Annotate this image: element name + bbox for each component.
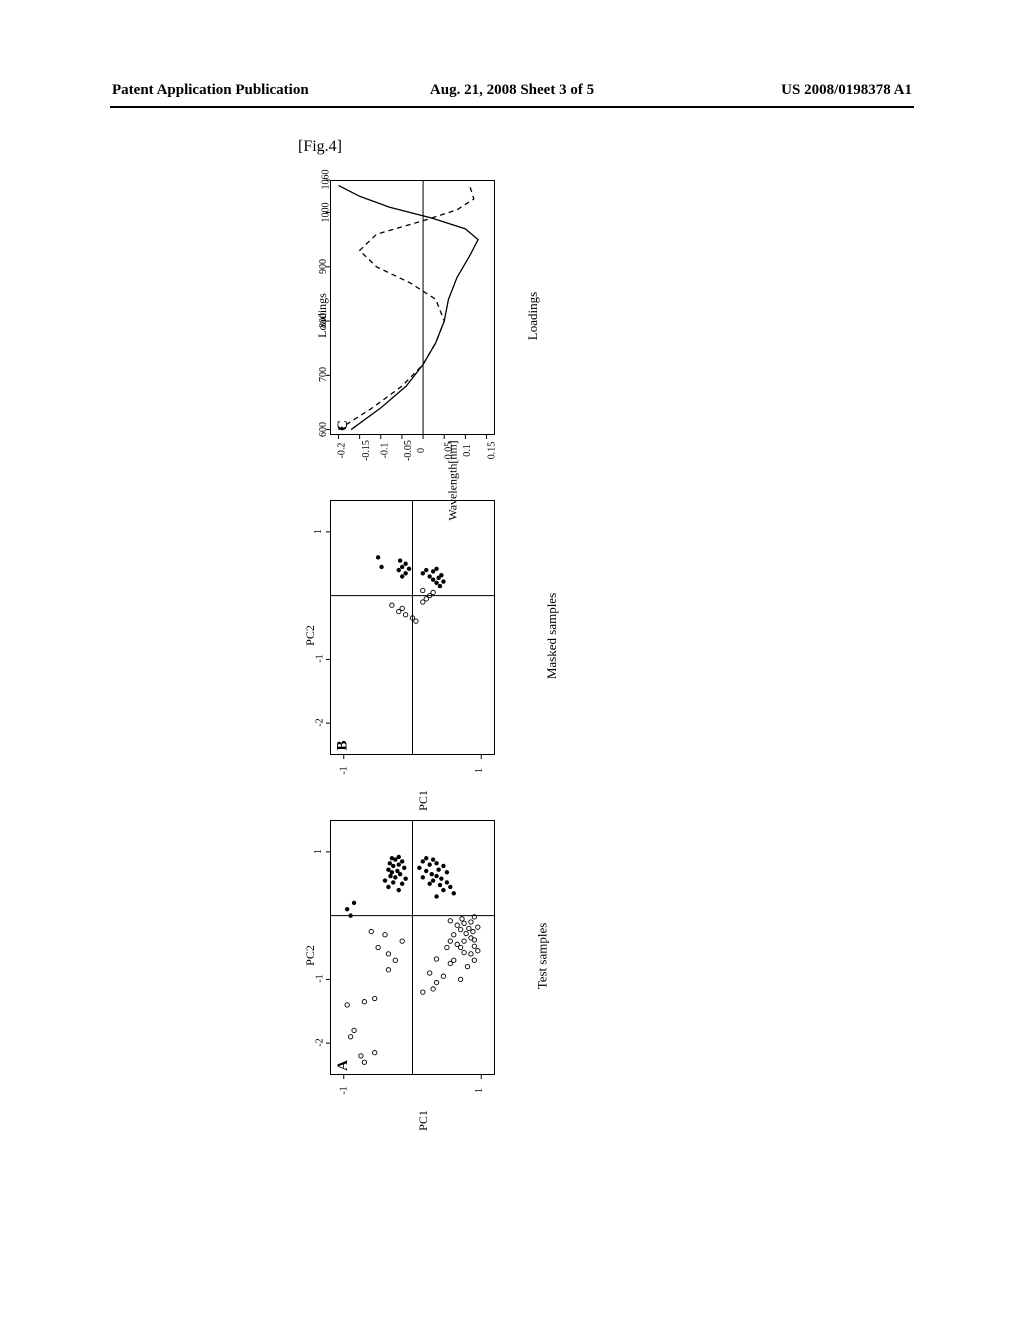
panel-letter: B	[335, 740, 352, 750]
panel-B: -2-11-11BMasked samplesPC2PC1	[300, 480, 500, 780]
header-right: US 2008/0198378 A1	[781, 82, 912, 99]
xlabel: PC1	[415, 1110, 430, 1131]
ytick-label: -0.1	[379, 443, 390, 459]
xtick-label: 1000	[321, 202, 332, 222]
ytick-label: -1	[338, 766, 349, 774]
panel-C: 60070080090010001060-0.2-0.15-0.1-0.0500…	[300, 160, 500, 460]
figure-container: 60070080090010001060-0.2-0.15-0.1-0.0500…	[300, 160, 510, 1120]
ylabel: Loadings	[315, 293, 330, 338]
panel-svg	[300, 480, 500, 780]
xtick-label: 600	[318, 422, 329, 437]
xtick-label: 1060	[321, 170, 332, 190]
xtick-label: 1	[313, 529, 324, 534]
ytick-label: 1	[474, 1088, 485, 1093]
panel-title: Masked samples	[544, 592, 560, 678]
ytick-label: -0.05	[403, 440, 414, 461]
ytick-label: 0.15	[486, 442, 497, 460]
panel-letter: C	[335, 420, 352, 431]
xtick-label: 700	[318, 367, 329, 382]
panel-letter: A	[335, 1060, 352, 1071]
ytick-label: -0.2	[337, 443, 348, 459]
panel-title: Test samples	[534, 922, 550, 989]
ytick-label: 1	[474, 768, 485, 773]
xtick-label: 900	[318, 259, 329, 274]
xtick-label: -2	[315, 718, 326, 726]
xtick-label: -2	[315, 1038, 326, 1046]
xtick-label: -1	[315, 655, 326, 663]
header-divider	[110, 106, 914, 108]
ylabel: PC2	[303, 945, 318, 966]
ylabel: PC2	[303, 625, 318, 646]
figure-label: [Fig.4]	[298, 138, 342, 156]
panel-A: -2-11-11ATest samplesPC2PC1	[300, 800, 500, 1100]
ytick-label: 0	[416, 448, 427, 453]
header-center: Aug. 21, 2008 Sheet 3 of 5	[430, 82, 594, 99]
panel-svg	[300, 800, 500, 1100]
panel-title: Loadings	[525, 291, 541, 339]
ytick-label: 0.1	[462, 444, 473, 457]
ytick-label: -1	[338, 1086, 349, 1094]
xtick-label: -1	[315, 975, 326, 983]
header-left: Patent Application Publication	[112, 82, 309, 99]
ytick-label: -0.15	[361, 440, 372, 461]
xtick-label: 1	[313, 849, 324, 854]
